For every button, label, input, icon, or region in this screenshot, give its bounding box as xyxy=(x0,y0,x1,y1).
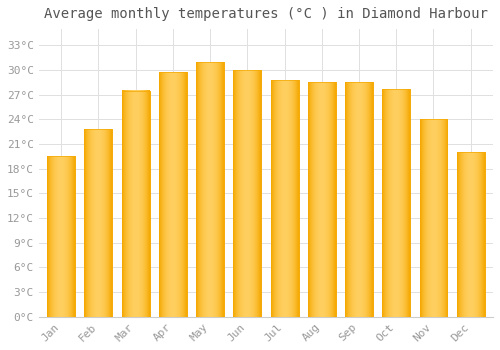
Bar xyxy=(196,62,224,317)
Bar xyxy=(122,91,150,317)
Bar xyxy=(308,83,336,317)
Bar xyxy=(122,91,150,317)
Bar xyxy=(457,152,484,317)
Bar xyxy=(308,83,336,317)
Bar xyxy=(345,83,373,317)
Bar xyxy=(84,130,112,317)
Bar xyxy=(270,80,298,317)
Bar xyxy=(84,130,112,317)
Bar xyxy=(159,72,187,317)
Bar xyxy=(382,89,410,317)
Title: Average monthly temperatures (°C ) in Diamond Harbour: Average monthly temperatures (°C ) in Di… xyxy=(44,7,488,21)
Bar xyxy=(234,70,262,317)
Bar xyxy=(159,72,187,317)
Bar xyxy=(47,156,75,317)
Bar xyxy=(270,80,298,317)
Bar xyxy=(345,83,373,317)
Bar xyxy=(47,156,75,317)
Bar xyxy=(457,152,484,317)
Bar xyxy=(420,119,448,317)
Bar xyxy=(234,70,262,317)
Bar xyxy=(382,89,410,317)
Bar xyxy=(196,62,224,317)
Bar xyxy=(420,119,448,317)
